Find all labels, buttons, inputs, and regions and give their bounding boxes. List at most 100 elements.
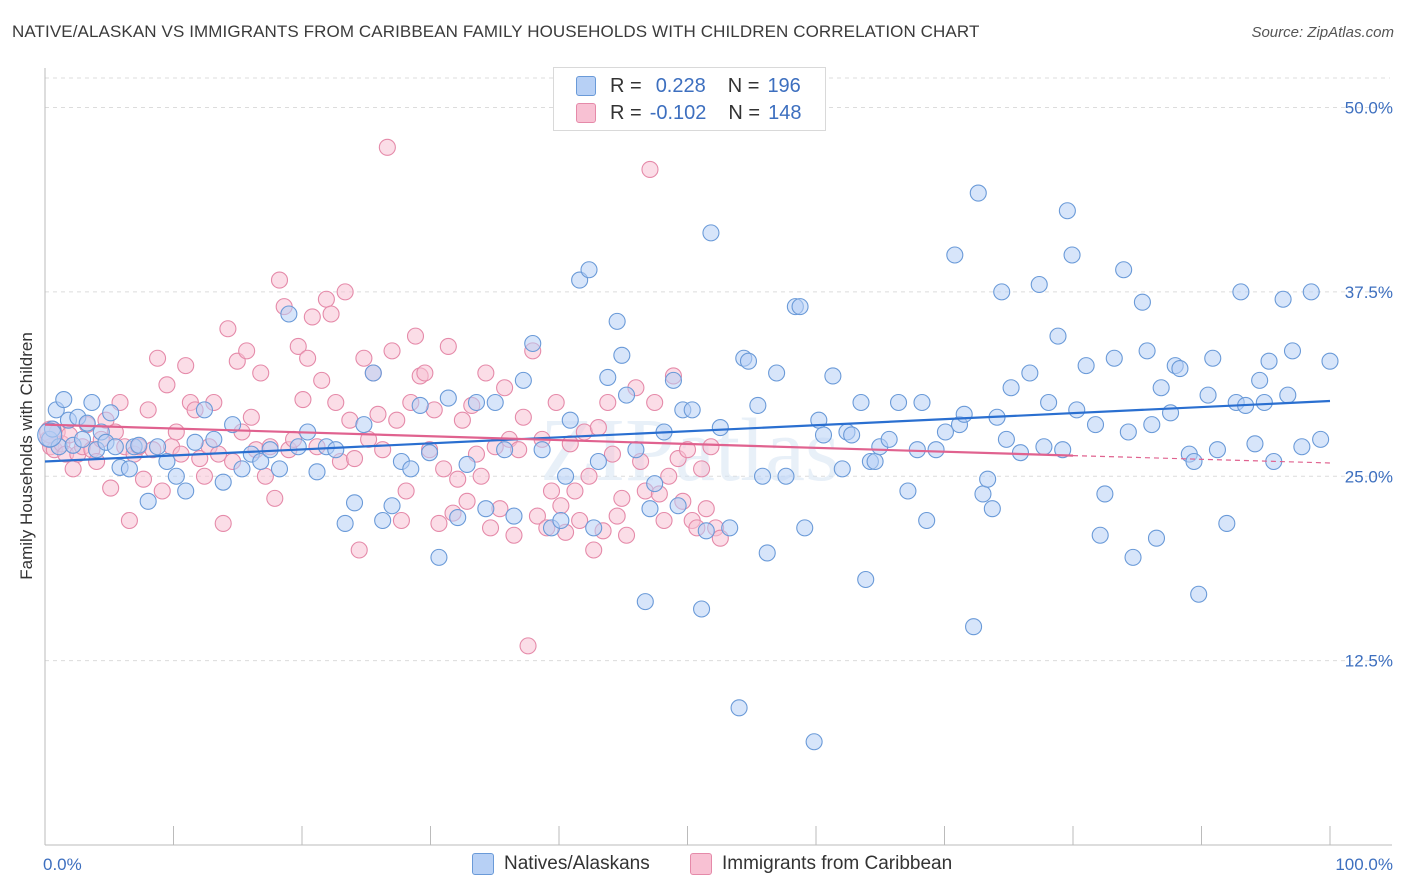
- native-point: [1279, 386, 1297, 404]
- native-point: [580, 261, 598, 279]
- native-point: [1133, 293, 1151, 311]
- caribbean-point: [214, 514, 232, 533]
- native-point: [561, 411, 579, 429]
- native-point: [1293, 438, 1311, 456]
- caribbean-point: [585, 541, 603, 559]
- caribbean-point: [383, 342, 401, 360]
- legend-label: Immigrants from Caribbean: [722, 853, 953, 874]
- caribbean-point: [317, 290, 335, 308]
- caribbean-point: [430, 514, 448, 533]
- caribbean-point: [299, 349, 317, 367]
- caribbean-point: [552, 497, 570, 515]
- native-point: [467, 393, 486, 412]
- native-point: [585, 519, 603, 537]
- caribbean-point: [392, 511, 410, 530]
- legend-item-natives[interactable]: Natives/Alaskans: [472, 852, 650, 876]
- native-point: [1312, 430, 1330, 448]
- native-point: [1152, 379, 1170, 397]
- native-point: [130, 436, 148, 454]
- native-point: [383, 497, 401, 515]
- caribbean-point: [388, 411, 406, 429]
- native-point: [1143, 416, 1161, 434]
- native-point: [814, 426, 833, 444]
- native-point: [327, 441, 345, 459]
- caribbean-points: [39, 138, 729, 655]
- caribbean-point: [641, 160, 659, 178]
- caribbean-point: [345, 449, 364, 468]
- caribbean-point: [350, 541, 368, 559]
- native-point: [1049, 327, 1067, 345]
- native-point: [1086, 416, 1105, 434]
- caribbean-point: [102, 479, 120, 497]
- caribbean-point: [613, 489, 631, 507]
- native-point: [927, 441, 945, 459]
- native-point: [669, 497, 687, 515]
- native-point: [1232, 283, 1250, 301]
- caribbean-point: [702, 438, 720, 456]
- native-point: [589, 452, 607, 471]
- native-point: [739, 352, 758, 370]
- native-point: [1208, 441, 1226, 459]
- caribbean-point: [561, 435, 579, 453]
- native-point: [824, 367, 842, 385]
- native-point: [646, 475, 664, 493]
- native-point: [1138, 342, 1156, 360]
- caribbean-point: [425, 401, 443, 419]
- native-point: [918, 511, 936, 530]
- native-point: [102, 404, 120, 422]
- native-point: [866, 452, 884, 471]
- n-value: 148: [768, 101, 802, 124]
- y-tick-label: 25.0%: [1345, 467, 1393, 486]
- native-point: [402, 460, 420, 478]
- native-point: [946, 246, 964, 264]
- caribbean-point: [547, 393, 565, 412]
- native-point: [880, 430, 898, 448]
- native-point: [458, 455, 476, 474]
- native-point: [969, 184, 987, 202]
- native-point: [214, 473, 232, 491]
- native-point: [721, 519, 739, 537]
- native-point: [599, 368, 617, 386]
- native-point: [1040, 393, 1058, 412]
- native-point: [1190, 585, 1208, 603]
- caribbean-point: [242, 408, 260, 426]
- caribbean-point: [134, 470, 153, 488]
- native-point: [974, 485, 992, 503]
- caribbean-point: [655, 511, 673, 530]
- native-point: [1021, 364, 1039, 382]
- native-point: [477, 500, 495, 518]
- caribbean-point: [660, 467, 678, 485]
- caribbean-point: [406, 327, 425, 345]
- native-point: [641, 500, 659, 518]
- native-point: [1185, 452, 1203, 471]
- chart-title: NATIVE/ALASKAN VS IMMIGRANTS FROM CARIBB…: [12, 22, 980, 41]
- caribbean-point: [397, 482, 415, 500]
- native-point: [289, 438, 307, 456]
- caribbean-point: [219, 320, 237, 338]
- native-point: [636, 593, 654, 611]
- r-label: R =: [610, 74, 642, 97]
- native-point: [439, 389, 457, 407]
- native-point: [768, 364, 786, 382]
- native-point: [270, 460, 289, 478]
- x-tick-label: 100.0%: [1335, 855, 1393, 874]
- native-point: [205, 430, 223, 448]
- source-label: Source: ZipAtlas.com: [1251, 24, 1394, 41]
- native-point: [913, 393, 931, 412]
- native-point: [430, 548, 448, 566]
- native-point: [120, 460, 138, 478]
- legend-item-caribbean[interactable]: Immigrants from Caribbean: [690, 852, 952, 876]
- y-axis-label: Family Households with Children: [17, 332, 36, 580]
- native-point: [78, 414, 96, 432]
- native-point: [1030, 275, 1048, 294]
- native-point: [833, 460, 851, 478]
- native-point: [355, 416, 373, 434]
- caribbean-point: [158, 376, 176, 394]
- native-point: [993, 283, 1011, 301]
- native-point: [627, 441, 645, 459]
- native-point: [730, 699, 748, 717]
- native-point: [1255, 393, 1273, 412]
- caribbean-point: [139, 401, 157, 419]
- caribbean-point: [646, 393, 664, 412]
